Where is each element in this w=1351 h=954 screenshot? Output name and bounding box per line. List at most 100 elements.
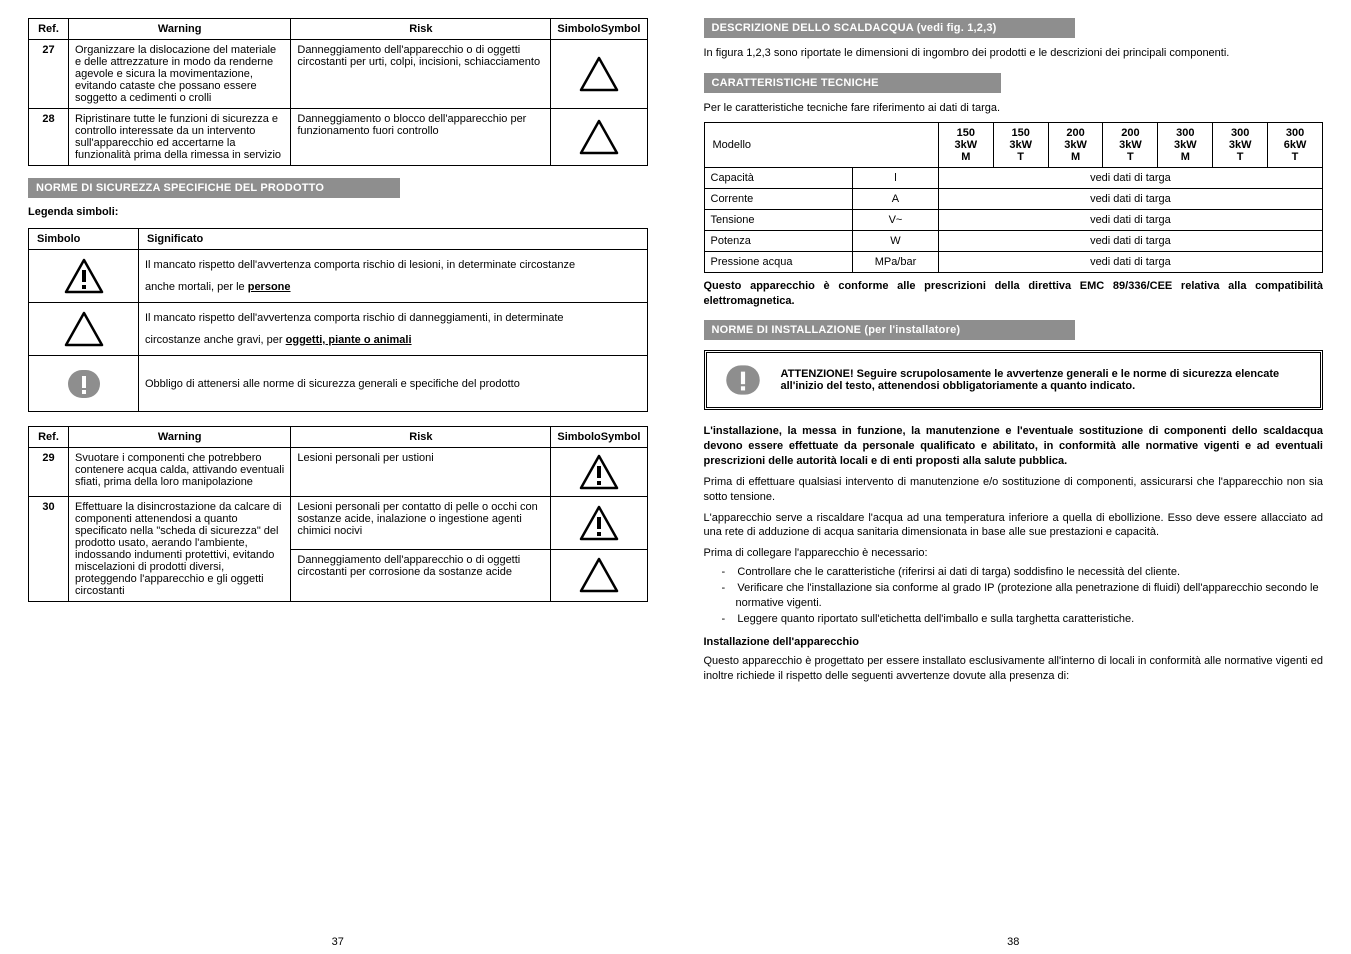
table-row: 30 Effettuare la disincrostazione da cal… [29,497,648,550]
cell-risk: Danneggiamento o blocco dell'apparecchio… [291,109,551,166]
cell-label: Pressione acqua [704,251,853,272]
list-item-text: Verificare che l'installazione sia confo… [736,582,1319,608]
cell-warning: Svuotare i componenti che potrebbero con… [69,448,291,497]
cell-symbol [551,549,647,602]
list-item-text: Leggere quanto riportato sull'etichetta … [737,613,1134,625]
cell-label: Capacità [704,167,853,188]
table-header-row: Simbolo Significato [29,229,648,250]
table-header-row: Ref. Warning Risk SimboloSymbol [29,427,648,448]
table-row: Tensione V~ vedi dati di targa [704,209,1323,230]
cell-meaning: Il mancato rispetto dell'avvertenza comp… [139,303,648,356]
paragraph: In figura 1,2,3 sono riportate le dimens… [704,46,1324,61]
callout-icon [715,359,771,401]
cell-meaning: Il mancato rispetto dell'avvertenza comp… [139,250,648,303]
section-bar-installazione: NORME DI INSTALLAZIONE (per l'installato… [704,320,1076,340]
header-col: 300 6kW T [1268,122,1323,167]
cell-unit: MPa/bar [853,251,939,272]
meaning-text-a: Il mancato rispetto dell'avvertenza comp… [145,312,564,324]
cell-symbol [551,109,647,166]
warning-triangle-icon [577,54,621,94]
warning-table-2: Ref. Warning Risk SimboloSymbol 29 Svuot… [28,426,648,602]
list-item: - Verificare che l'installazione sia con… [722,581,1324,610]
header-symbol: SimboloSymbol [551,427,647,448]
page-left: Ref. Warning Risk SimboloSymbol 27 Organ… [0,0,676,954]
page-number: 37 [332,936,344,948]
warning-table-1: Ref. Warning Risk SimboloSymbol 27 Organ… [28,18,648,166]
model-spec-table: Modello 150 3kW M 150 3kW T 200 3kW M 20… [704,122,1324,273]
header-col: 300 3kW M [1158,122,1213,167]
cell-risk: Danneggiamento dell'apparecchio o di ogg… [291,40,551,109]
cell-value: vedi dati di targa [938,209,1322,230]
cell-value: vedi dati di targa [938,230,1322,251]
table-row: Pressione acqua MPa/bar vedi dati di tar… [704,251,1323,272]
table-row: Potenza W vedi dati di targa [704,230,1323,251]
cell-ref: 30 [29,497,69,602]
table-header-row: Modello 150 3kW M 150 3kW T 200 3kW M 20… [704,122,1323,167]
cell-warning: Ripristinare tutte le funzioni di sicure… [69,109,291,166]
attention-callout: ATTENZIONE! Seguire scrupolosamente le a… [704,350,1324,410]
cell-label: Tensione [704,209,853,230]
install-heading: Installazione dell'apparecchio [704,636,1324,648]
meaning-bold: persone [248,281,291,293]
section-bar-caratteristiche: CARATTERISTICHE TECNICHE [704,73,1001,93]
page-number: 38 [1007,936,1019,948]
cell-value: vedi dati di targa [938,167,1322,188]
symbol-meaning-table: Simbolo Significato Il mancato rispetto … [28,228,648,412]
meaning-bold: oggetti, piante o animali [286,334,412,346]
page-right: DESCRIZIONE DELLO SCALDACQUA (vedi fig. … [676,0,1351,954]
cell-meaning: Obbligo di attenersi alle norme di sicur… [139,356,648,412]
header-risk: Risk [291,427,551,448]
cell-warning: Organizzare la dislocazione del material… [69,40,291,109]
header-col: 150 3kW T [993,122,1048,167]
cell-ref: 29 [29,448,69,497]
paragraph: L'apparecchio serve a riscaldare l'acqua… [704,511,1324,541]
table-row: Il mancato rispetto dell'avvertenza comp… [29,303,648,356]
table-row: Il mancato rispetto dell'avvertenza comp… [29,250,648,303]
list-item-text: Controllare che le caratteristiche (rife… [737,566,1180,578]
header-col: 150 3kW M [938,122,993,167]
legenda-heading: Legenda simboli: [28,206,648,218]
section-bar-descrizione: DESCRIZIONE DELLO SCALDACQUA (vedi fig. … [704,18,1076,38]
cell-symbol [551,448,647,497]
paragraph: Prima di effettuare qualsiasi intervento… [704,475,1324,505]
meaning-text-a: Il mancato rispetto dell'avvertenza comp… [145,259,575,271]
paragraph: Questo apparecchio è progettato per esse… [704,654,1324,684]
cell-risk: Lesioni personali per ustioni [291,448,551,497]
table-row: Obbligo di attenersi alle norme di sicur… [29,356,648,412]
table-row: 27 Organizzare la dislocazione del mater… [29,40,648,109]
cell-ref: 28 [29,109,69,166]
warning-triangle-bang-icon [62,256,106,296]
conformity-text: Questo apparecchio è conforme alle presc… [704,279,1324,309]
cell-unit: W [853,230,939,251]
cell-unit: A [853,188,939,209]
cell-ref: 27 [29,40,69,109]
cell-risk: Lesioni personali per contatto di pelle … [291,497,551,550]
info-lozenge-icon [62,364,106,404]
warning-triangle-icon [577,117,621,157]
header-modello: Modello [704,122,938,167]
header-ref: Ref. [29,19,69,40]
meaning-text-a: Obbligo di attenersi alle norme di sicur… [145,378,520,390]
table-header-row: Ref. Warning Risk SimboloSymbol [29,19,648,40]
header-ref: Ref. [29,427,69,448]
cell-warning: Effettuare la disincrostazione da calcar… [69,497,291,602]
table-row: Corrente A vedi dati di targa [704,188,1323,209]
paragraph-bold: L'installazione, la messa in funzione, l… [704,424,1324,469]
paragraph: Per le caratteristiche tecniche fare rif… [704,101,1324,116]
meaning-text-b: circostanze anche gravi, per [145,334,286,346]
page-spread: Ref. Warning Risk SimboloSymbol 27 Organ… [0,0,1351,954]
bullet-list: - Controllare che le caratteristiche (ri… [722,565,1324,626]
cell-value: vedi dati di targa [938,251,1322,272]
cell-risk: Danneggiamento dell'apparecchio o di ogg… [291,549,551,602]
header-significato: Significato [139,229,648,250]
header-col: 300 3kW T [1213,122,1268,167]
list-item: - Leggere quanto riportato sull'etichett… [722,612,1324,626]
cell-symbol [551,40,647,109]
paragraph: Prima di collegare l'apparecchio è neces… [704,546,1324,561]
header-col: 200 3kW T [1103,122,1158,167]
header-risk: Risk [291,19,551,40]
warning-triangle-icon [577,555,621,595]
table-row: 28 Ripristinare tutte le funzioni di sic… [29,109,648,166]
table-row: Capacità l vedi dati di targa [704,167,1323,188]
cell-symbol [29,303,139,356]
